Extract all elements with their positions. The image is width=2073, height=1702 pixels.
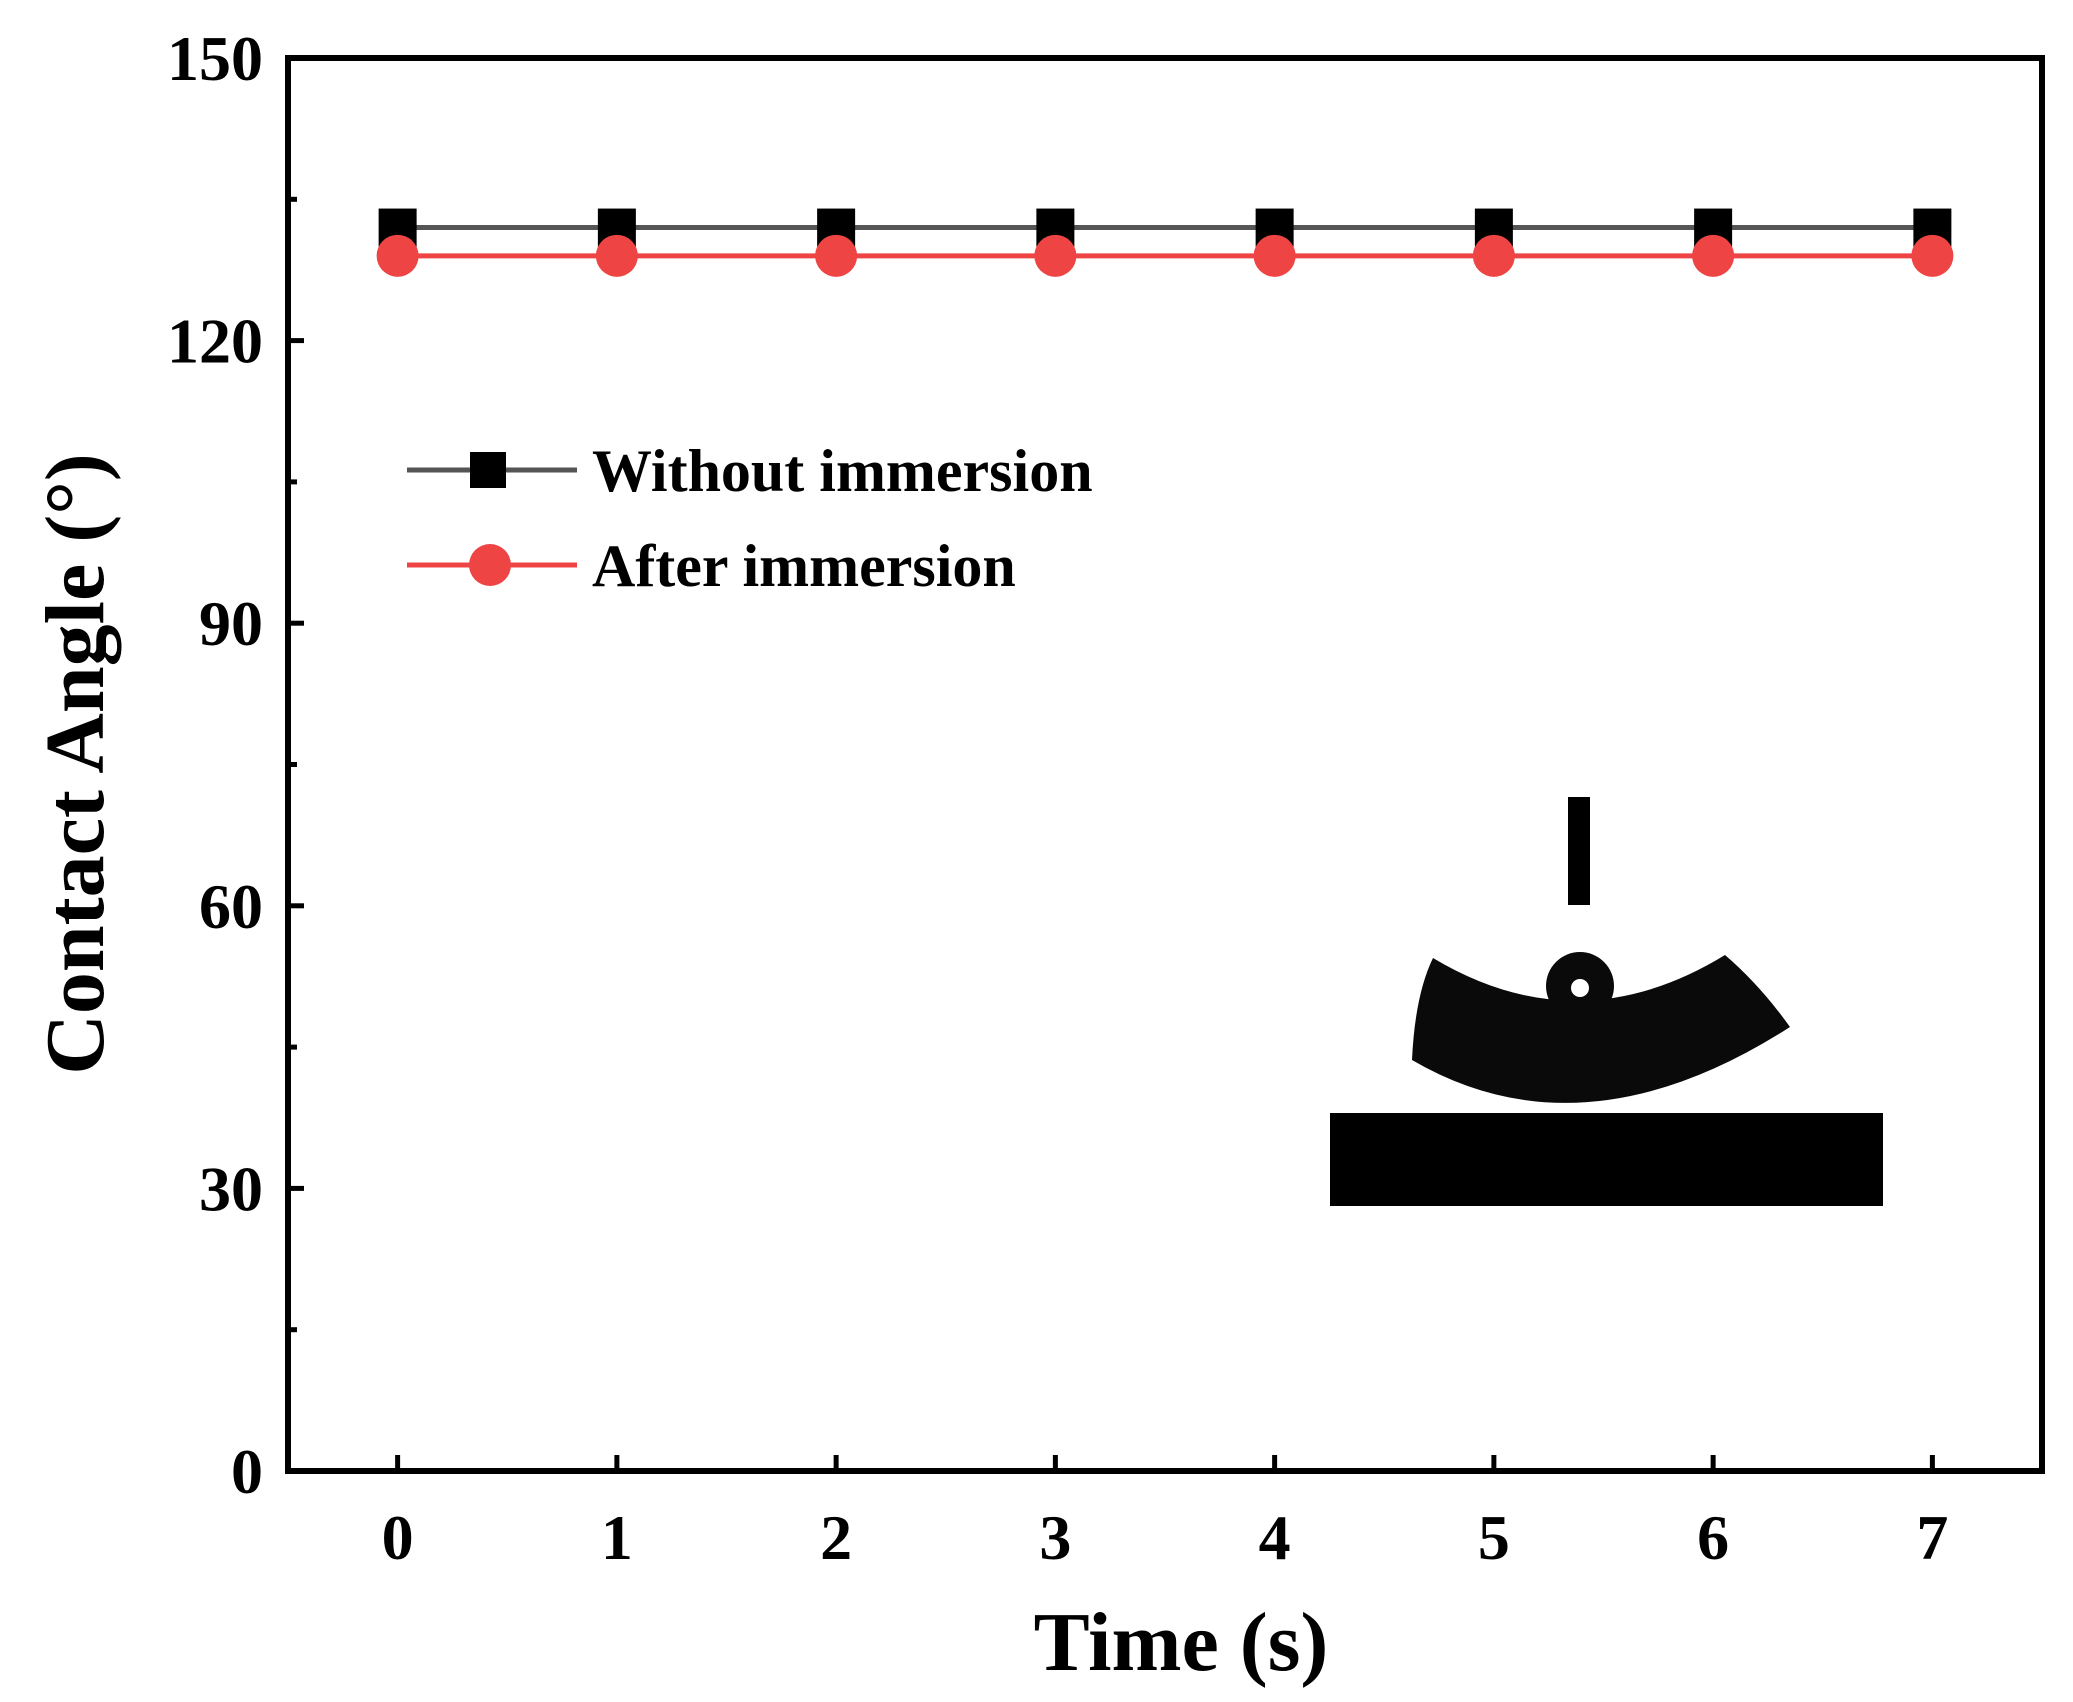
y-tick-label: 30 xyxy=(199,1153,263,1224)
series-layer xyxy=(376,208,1954,277)
data-point-circle xyxy=(1253,234,1296,277)
x-tick-label: 6 xyxy=(1697,1502,1729,1573)
x-tick-label: 3 xyxy=(1039,1502,1071,1573)
y-axis-title: Contact Angle (°) xyxy=(29,453,122,1075)
x-tick-label: 4 xyxy=(1259,1502,1291,1573)
y-tick-label: 150 xyxy=(167,23,263,94)
data-point-circle xyxy=(1034,234,1077,277)
y-tick-label: 60 xyxy=(199,871,263,942)
axis-layer: 0 1 2 3 4 5 6 7 0 30 60 90 120 150 xyxy=(167,23,1948,1573)
inset-needle xyxy=(1568,797,1590,905)
x-tick-label: 7 xyxy=(1916,1502,1948,1573)
data-point-circle xyxy=(1472,234,1515,277)
y-tick-label: 120 xyxy=(167,306,263,377)
data-point-circle xyxy=(1911,234,1954,277)
legend: Without immersion After immersion xyxy=(407,438,1093,599)
y-tick-label: 90 xyxy=(199,588,263,659)
data-point-circle xyxy=(595,234,638,277)
y-tick-label: 0 xyxy=(231,1436,263,1507)
data-point-circle xyxy=(1692,234,1735,277)
x-tick-label: 5 xyxy=(1478,1502,1510,1573)
x-tick-label: 2 xyxy=(820,1502,852,1573)
x-tick-label: 1 xyxy=(601,1502,633,1573)
legend-marker-circle xyxy=(469,544,511,586)
inset-base-block xyxy=(1330,1113,1883,1206)
legend-marker-square xyxy=(470,452,506,488)
inset-droplet-highlight xyxy=(1571,979,1589,997)
x-axis-title: Time (s) xyxy=(1034,1596,1329,1689)
x-tick-label: 0 xyxy=(382,1502,414,1573)
inset-curved-substrate xyxy=(1412,955,1790,1103)
legend-label-after-immersion: After immersion xyxy=(592,533,1016,599)
legend-label-without-immersion: Without immersion xyxy=(592,438,1093,504)
data-point-circle xyxy=(815,234,858,277)
data-point-circle xyxy=(376,234,419,277)
inset-droplet-photo xyxy=(1330,797,1883,1206)
